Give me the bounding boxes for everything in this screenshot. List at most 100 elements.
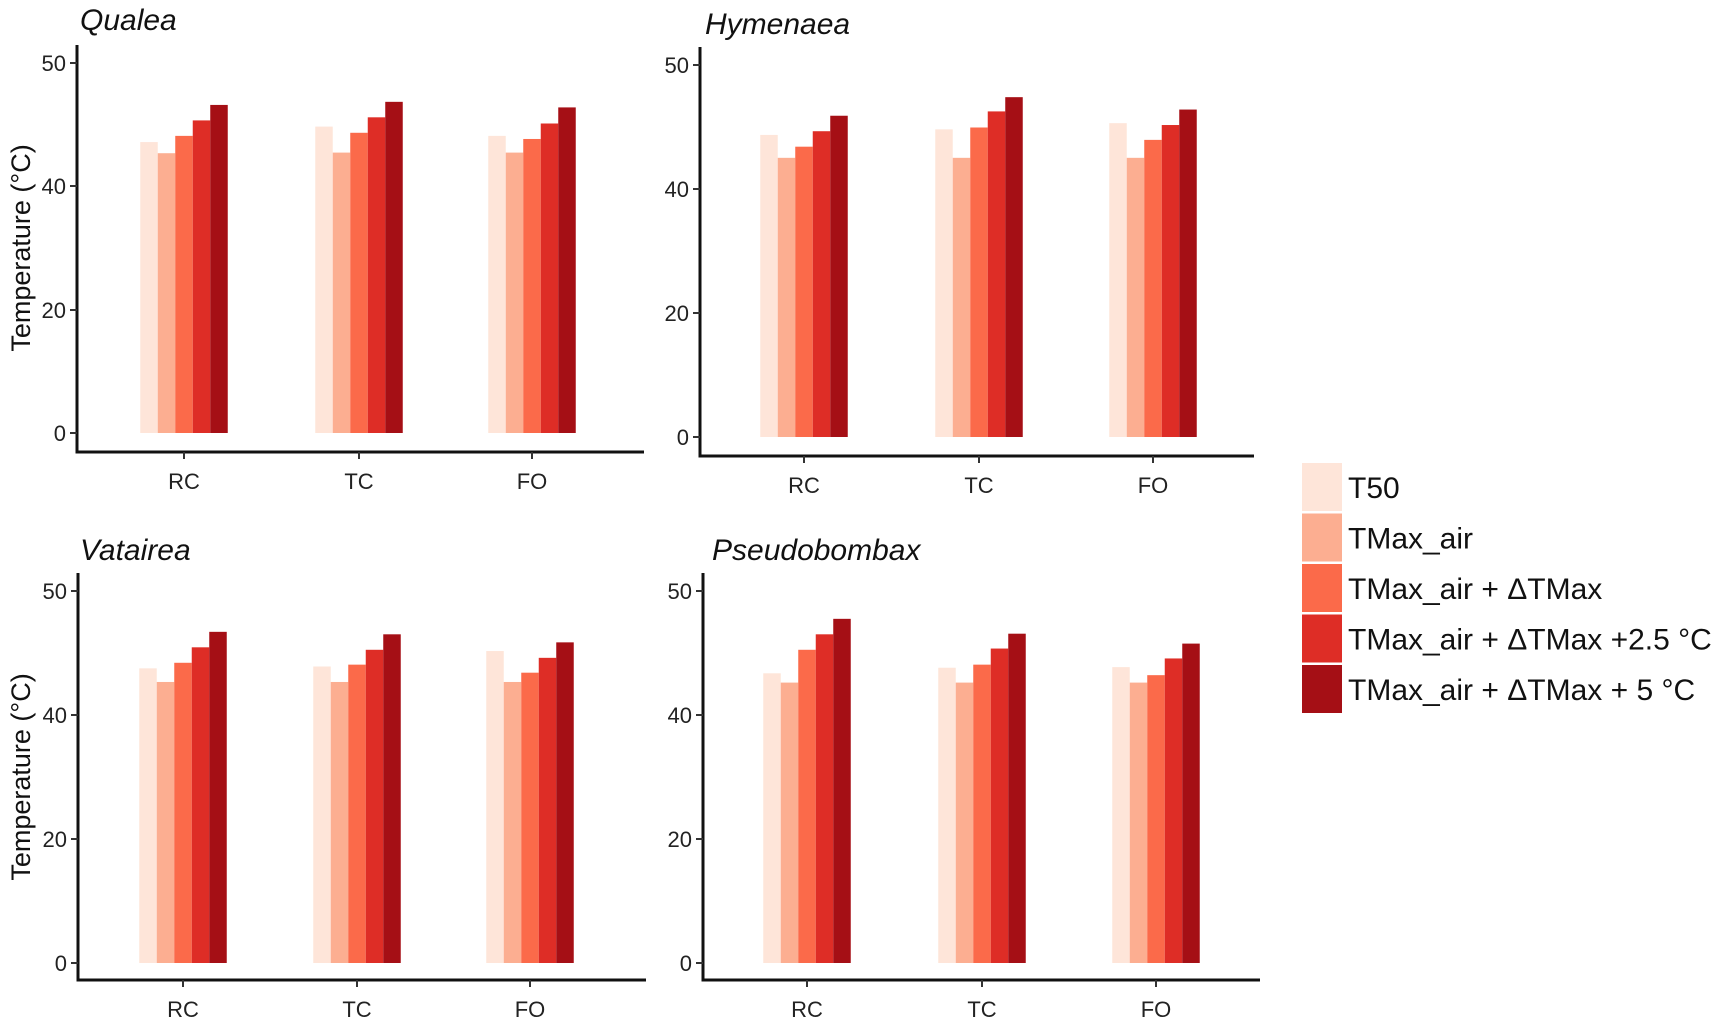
bar [486,651,504,963]
bar [348,664,366,963]
y-tick-label: 20 [668,827,692,852]
bar [1182,643,1200,963]
x-tick-label: TC [964,473,993,498]
bar [780,682,799,963]
x-tick-label: FO [1141,997,1172,1021]
bar [1008,633,1026,963]
bar [1112,667,1130,963]
bar [209,631,227,963]
bar [558,107,576,433]
bar [315,126,333,433]
bar [795,146,813,437]
bar [1179,109,1197,437]
bar [938,667,956,963]
panel-hymenaea: Hymenaea 0 20 40 50 RC TC FO [665,8,1254,498]
bar [760,134,778,438]
x-tick-label: FO [1138,473,1169,498]
y-tick-label: 20 [42,298,66,323]
x-tick-label: TC [342,997,371,1021]
bar [313,666,331,963]
panel-vatairea: Vatairea 0 20 40 50 Temperature (°C) RC TC FO [6,534,646,1021]
bar [540,123,559,433]
legend-label: TMax_air + ΔTMax + 5 °C [1348,674,1695,707]
y-tick-label: 0 [677,425,689,450]
x-tick-label: TC [344,469,373,494]
y-tick-label: 0 [55,951,67,976]
bar [1005,97,1023,437]
legend: T50 TMax_air TMax_air + ΔTMax TMax_air + ΔT… [1302,463,1712,713]
bar [955,682,974,963]
y-tick-label: 40 [665,177,689,202]
bar [1109,123,1127,438]
legend-label: TMax_air + ΔTMax [1348,573,1602,606]
y-tick-label: 0 [54,421,66,446]
bar [763,673,781,963]
x-tick-label: FO [517,469,548,494]
x-tick-label: RC [788,473,820,498]
bar [830,115,848,437]
y-tick-label: 40 [668,703,692,728]
y-tick-label: 50 [665,53,689,78]
bar [191,647,210,963]
bar [140,142,158,433]
panel-title: Vatairea [80,534,191,567]
bar [970,127,988,437]
bar [157,153,176,433]
bar [935,129,953,437]
legend-key [1302,564,1342,612]
y-tick-label: 20 [665,301,689,326]
bar [1126,157,1145,437]
legend-label: T50 [1348,472,1400,505]
bar [538,657,557,963]
legend-key [1302,665,1342,713]
x-tick-label: RC [167,997,199,1021]
panel-title: Pseudobombax [712,534,921,567]
bar [488,135,506,433]
y-tick-label: 50 [42,51,66,76]
legend-label: TMax_air + ΔTMax +2.5 °C [1348,624,1712,657]
bar [1147,675,1165,963]
bar [174,662,192,963]
bar [815,634,834,963]
bar [365,649,384,963]
bar [798,649,816,963]
bar [383,634,401,963]
bar [987,111,1006,437]
bar [1144,139,1162,437]
bar [367,117,386,433]
bar [156,681,175,963]
legend-label: TMax_air [1348,523,1473,556]
bar [350,132,368,433]
y-axis-title: Temperature (°C) [6,673,36,880]
bar [175,135,193,433]
y-tick-label: 40 [42,174,66,199]
bar [1161,125,1180,438]
x-tick-label: RC [168,469,200,494]
x-tick-label: TC [967,997,996,1021]
legend-key [1302,513,1342,562]
y-tick-label: 50 [43,579,67,604]
bar [192,120,211,433]
panel-title: Qualea [80,4,177,37]
y-tick-label: 20 [43,827,67,852]
bar [777,157,796,437]
bar [330,681,349,963]
bar [990,648,1009,963]
bar [521,672,539,963]
panel-title: Hymenaea [705,8,850,41]
bar [556,642,574,963]
y-tick-label: 50 [668,579,692,604]
bar [1129,682,1148,963]
bar [973,664,991,963]
y-axis-title: Temperature (°C) [6,144,36,351]
x-tick-label: FO [515,997,546,1021]
bar [833,618,851,963]
x-tick-label: RC [791,997,823,1021]
bar [139,668,157,963]
bar [812,131,831,438]
legend-key [1302,463,1342,511]
bar [332,152,351,433]
bar [1164,658,1183,963]
bar [210,104,228,434]
